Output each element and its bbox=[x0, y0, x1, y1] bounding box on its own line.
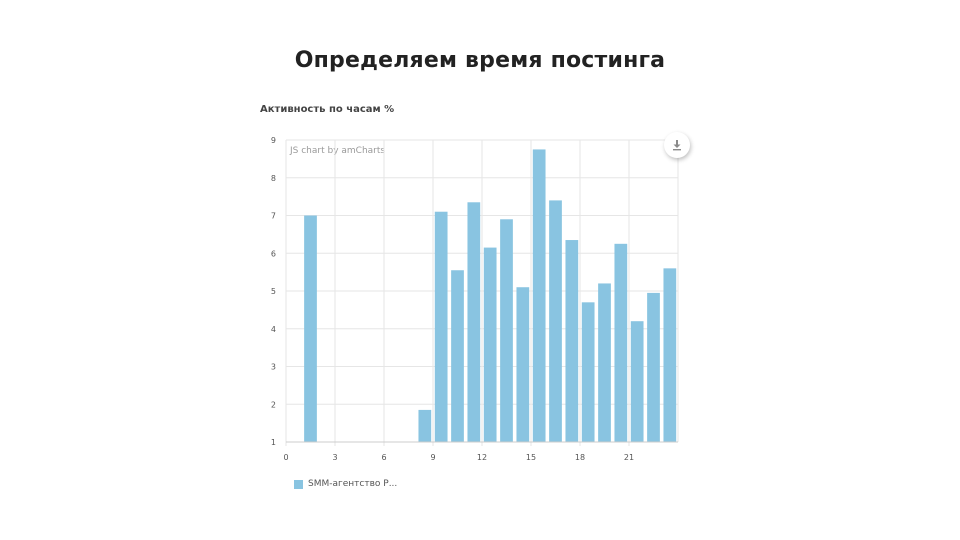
x-tick-label: 21 bbox=[624, 453, 634, 462]
grid-layer bbox=[285, 139, 679, 446]
legend-label: SMM-агентство Р... bbox=[308, 479, 398, 489]
legend-swatch bbox=[294, 479, 303, 489]
y-tick-label: 6 bbox=[271, 249, 276, 258]
slide-title: Определяем время постинга bbox=[294, 48, 666, 73]
bar[interactable] bbox=[549, 200, 562, 442]
x-tick-label: 15 bbox=[526, 453, 536, 462]
bar[interactable] bbox=[630, 321, 644, 442]
y-tick-label: 7 bbox=[271, 212, 276, 221]
y-tick-label: 8 bbox=[271, 174, 276, 183]
bar[interactable] bbox=[565, 240, 579, 442]
x-tick-label: 9 bbox=[430, 453, 435, 462]
x-tick-label: 12 bbox=[477, 453, 487, 462]
bar-layer bbox=[304, 149, 677, 443]
y-tick-label: 1 bbox=[271, 438, 276, 447]
y-tick-label: 5 bbox=[271, 287, 276, 296]
x-tick-label: 3 bbox=[332, 453, 337, 462]
bar[interactable] bbox=[516, 287, 530, 442]
legend[interactable]: SMM-агентство Р... bbox=[294, 479, 397, 489]
y-tick-label: 4 bbox=[271, 325, 276, 334]
bar[interactable] bbox=[418, 409, 432, 442]
bar[interactable] bbox=[451, 270, 464, 442]
y-tick-label: 3 bbox=[271, 363, 276, 372]
bar[interactable] bbox=[647, 292, 660, 442]
x-tick-label: 18 bbox=[575, 453, 585, 462]
x-tick-label: 0 bbox=[283, 453, 288, 462]
bar[interactable] bbox=[581, 302, 595, 442]
bar[interactable] bbox=[304, 215, 317, 443]
bar[interactable] bbox=[434, 211, 448, 442]
download-icon bbox=[673, 140, 681, 151]
bar[interactable] bbox=[663, 268, 677, 442]
chart-title: Активность по часам % bbox=[260, 104, 395, 115]
amcharts-credit-link[interactable]: JS chart by amCharts bbox=[290, 146, 386, 156]
bar[interactable] bbox=[532, 149, 546, 442]
x-tick-label: 6 bbox=[381, 453, 386, 462]
bar[interactable] bbox=[467, 202, 481, 442]
y-tick-label: 2 bbox=[271, 400, 276, 409]
bar[interactable] bbox=[483, 247, 497, 442]
bar[interactable] bbox=[598, 283, 611, 442]
bar[interactable] bbox=[500, 219, 513, 442]
y-tick-label: 9 bbox=[271, 136, 276, 145]
bar[interactable] bbox=[614, 243, 628, 442]
chart-card: Активность по часам % JS chart by amChar… bbox=[252, 96, 708, 506]
export-button[interactable] bbox=[664, 132, 690, 158]
